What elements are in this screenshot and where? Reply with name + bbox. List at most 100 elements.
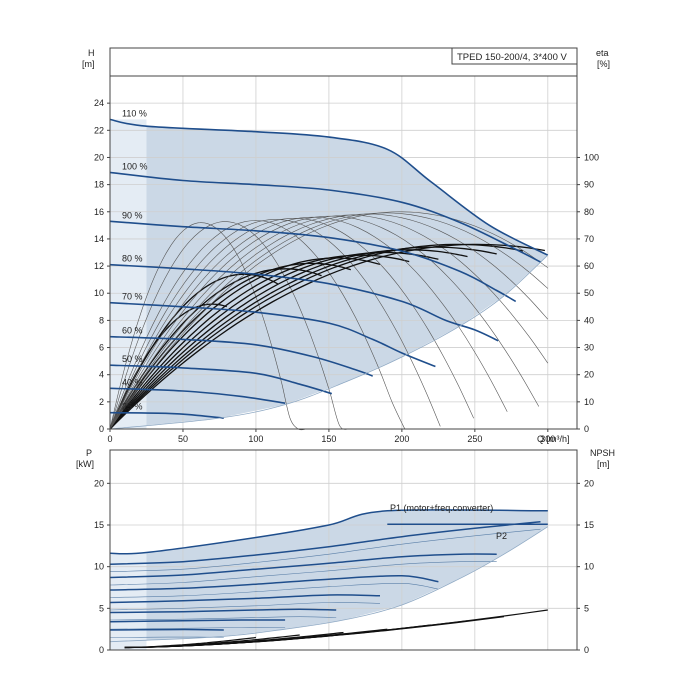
- npsh-tick-label: 15: [584, 520, 594, 530]
- power-curves: [109, 509, 549, 643]
- eta-tick-label: 30: [584, 343, 594, 353]
- speed-curve-label: 70 %: [122, 292, 143, 302]
- npsh-y-ticks: 0 5 10 15 20: [577, 478, 594, 655]
- x-tick-label: 50: [178, 434, 188, 444]
- efficiency-curve: [109, 243, 546, 430]
- power-npsh-chart: 0 5 10 15 20 0 5 10 15 20 P [kW] NPSH [m] P1 (mo…: [76, 448, 615, 655]
- x-tick-label: 300: [540, 434, 555, 444]
- npsh-tick-label: 20: [584, 478, 594, 488]
- efficiency-curve: [109, 243, 524, 430]
- power-axis-unit: [kW]: [76, 459, 94, 469]
- efficiency-thin-curve: [109, 213, 549, 430]
- y-tick-label: 10: [94, 562, 104, 572]
- power-p2-curve: [109, 561, 497, 586]
- speed-curve-label: 80 %: [122, 254, 143, 264]
- eta-axis-unit: [%]: [597, 59, 610, 69]
- power-axis-label: P: [86, 448, 92, 458]
- y-tick-label: 22: [94, 125, 104, 135]
- power-curve: [109, 520, 541, 565]
- power-plot-frame: [109, 449, 578, 651]
- speed-labels: 110 % 100 % 90 % 80 % 70 % 60 % 50 % 40 % 25 %: [122, 108, 148, 411]
- head-efficiency-chart: 110 % 100 % 90 % 80 % 70 % 60 % 50 % 40 % 25 % 0…: [82, 47, 610, 444]
- efficiency-thin-curve: [109, 214, 549, 430]
- y-tick-label: 18: [94, 180, 104, 190]
- npsh-tick-label: 5: [584, 603, 589, 613]
- model-title: TPED 150-200/4, 3*400 V: [457, 52, 568, 63]
- eta-tick-label: 70: [584, 234, 594, 244]
- efficiency-thin-curve: [109, 220, 406, 430]
- eta-tick-label: 0: [584, 424, 589, 434]
- power-curve: [109, 594, 381, 604]
- eta-tick-label: 50: [584, 288, 594, 298]
- speed-curve-label: 60 %: [122, 326, 143, 336]
- y-tick-label: 20: [94, 478, 104, 488]
- eta-axis-label: eta: [596, 48, 609, 58]
- eta-tick-label: 90: [584, 180, 594, 190]
- x-tick-label: 100: [248, 434, 263, 444]
- power-curve: [109, 619, 286, 623]
- npsh-axis-unit: [m]: [597, 459, 610, 469]
- speed-curve: [109, 263, 499, 342]
- power-p2-curve: [109, 616, 337, 621]
- efficiency-curves: [109, 211, 549, 431]
- speed-curve: [109, 387, 286, 404]
- y-tick-label: 2: [99, 397, 104, 407]
- y-tick-label: 16: [94, 207, 104, 217]
- efficiency-thin-curve: [109, 215, 540, 430]
- speed-curve: [109, 335, 374, 377]
- head-axis-unit: [m]: [82, 59, 95, 69]
- eta-tick-label: 80: [584, 207, 594, 217]
- y-tick-label: 4: [99, 370, 104, 380]
- eta-tick-label: 20: [584, 370, 594, 380]
- flow-x-ticks: 0 50 100 150 200 250 300: [107, 429, 555, 444]
- efficiency-curve: [109, 262, 351, 430]
- speed-curve: [109, 118, 549, 256]
- y-tick-label: 24: [94, 98, 104, 108]
- speed-curve-label: 110 %: [122, 108, 147, 118]
- power-curve: [109, 608, 337, 614]
- power-p2-curve: [109, 582, 439, 598]
- speed-curve: [109, 301, 436, 368]
- power-curve: [109, 509, 548, 555]
- speed-curve: [109, 411, 224, 419]
- efficiency-thin-curve: [109, 219, 441, 430]
- y-tick-label: 10: [94, 288, 104, 298]
- speed-curve: [109, 364, 333, 395]
- eta-tick-label: 10: [584, 397, 594, 407]
- npsh-tick-label: 10: [584, 562, 594, 572]
- efficiency-thin-curve: [109, 222, 307, 431]
- efficiency-thin-curve: [109, 212, 549, 430]
- y-tick-label: 8: [99, 315, 104, 325]
- x-tick-label: 250: [467, 434, 482, 444]
- head-curves: [109, 118, 549, 430]
- model-title-box: [451, 47, 578, 65]
- y-tick-label: 14: [94, 234, 104, 244]
- npsh-curve: [124, 636, 256, 649]
- efficiency-thin-curve: [109, 216, 508, 430]
- speed-curve-label: 90 %: [122, 210, 143, 220]
- y-tick-label: 20: [94, 152, 104, 162]
- speed-curve-label: 100 %: [122, 161, 148, 171]
- y-tick-label: 0: [99, 645, 104, 655]
- npsh-tick-label: 0: [584, 645, 589, 655]
- eta-tick-label: 40: [584, 315, 594, 325]
- power-curve: [109, 553, 497, 579]
- power-p2-curve: [109, 602, 381, 611]
- speed-curve: [109, 171, 541, 263]
- power-y-ticks: 0 5 10 15 20: [94, 478, 110, 655]
- speed-curve-label: 50 %: [122, 354, 143, 364]
- y-tick-label: 5: [99, 603, 104, 613]
- power-p2-curve: [109, 528, 541, 572]
- efficiency-thin-curve: [109, 211, 548, 430]
- eta-y-ticks: 0 10 20 30 40 50 60 70 80 90 100: [577, 152, 599, 434]
- x-tick-label: 0: [107, 434, 112, 444]
- envelope-lower-edge: [109, 254, 549, 430]
- npsh-axis-label: NPSH: [590, 448, 615, 458]
- envelope-lower-edge: [109, 526, 549, 643]
- efficiency-curve: [109, 249, 468, 430]
- y-tick-label: 0: [99, 424, 104, 434]
- head-axis-label: H: [88, 48, 95, 58]
- speed-curve-label: 40 %: [122, 377, 143, 387]
